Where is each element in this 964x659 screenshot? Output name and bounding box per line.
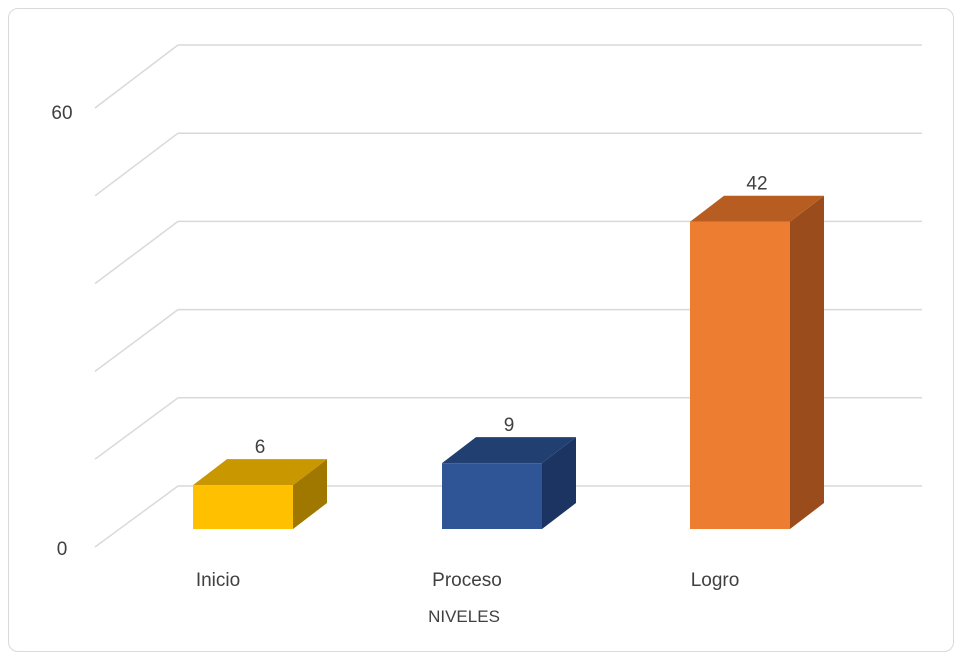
data-label-logro: 42 [746,174,767,195]
bar-top-face [442,437,576,464]
gridline-side [94,220,179,285]
gridline-side [94,132,179,197]
bar-top-face [193,459,327,486]
bar-front-face [442,463,542,529]
data-label-proceso: 9 [504,415,515,436]
bar-logro [690,195,824,529]
gridline-side [94,44,179,109]
data-label-inicio: 6 [255,437,266,458]
bars [193,195,824,529]
category-label-logro: Logro [691,570,740,591]
gridline-side [94,485,179,548]
category-label-proceso: Proceso [432,570,502,591]
labels: 6 Inicio 9 Proceso 42 Logro [196,174,768,591]
bar-side-face [790,195,824,529]
bar-inicio [193,459,327,529]
bar-front-face [193,485,293,529]
bar-proceso [442,437,576,529]
bar-front-face [690,221,790,529]
gridline-side [94,308,179,373]
bar-side-face [293,459,327,529]
y-tick-label-max: 60 [51,103,72,124]
gridline-side [94,397,179,460]
category-label-inicio: Inicio [196,570,240,591]
y-tick-label-min: 0 [57,539,68,560]
bar-side-face [542,437,576,529]
bar-top-face [690,195,824,222]
x-axis-title: NIVELES [428,607,500,626]
